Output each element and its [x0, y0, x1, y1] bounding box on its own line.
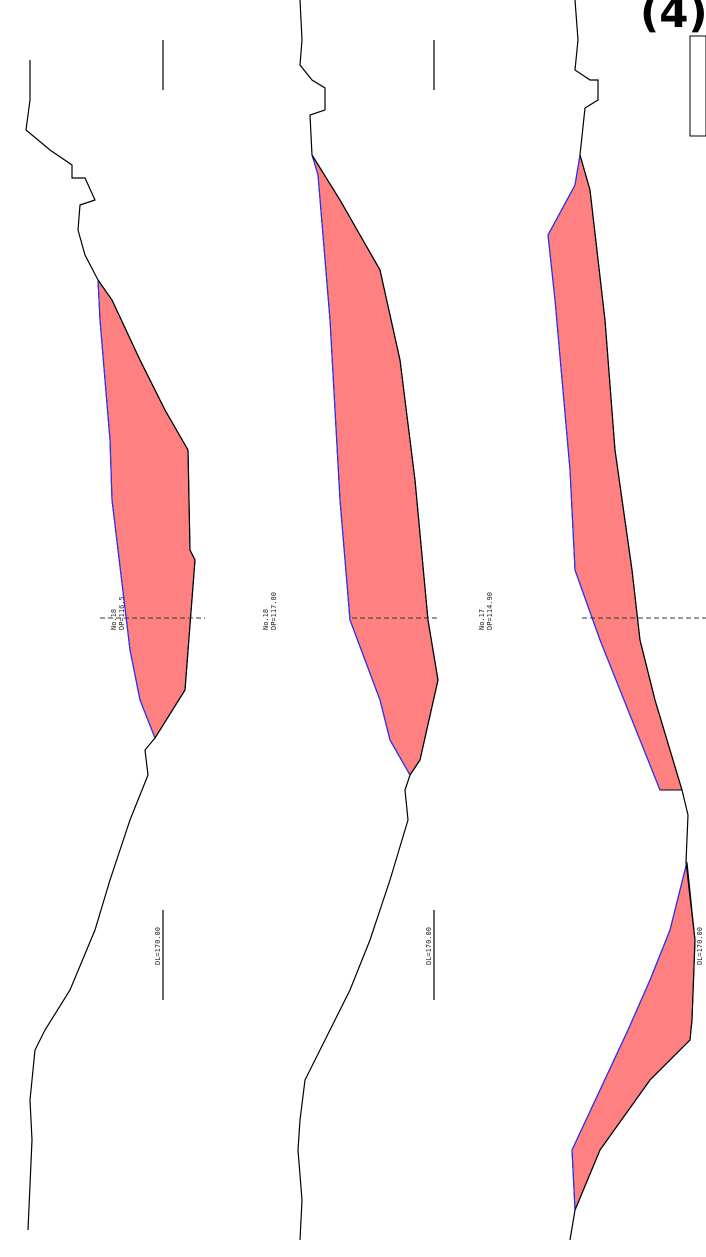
- cut-edge-3: [547, 154, 661, 791]
- cut-edge-4: [571, 861, 688, 1211]
- station-label-1: No.18: [110, 609, 118, 630]
- station-label-3: No.17: [478, 609, 486, 630]
- station-label-2: No.18: [262, 609, 270, 630]
- datum-label-3: DL=170.00: [696, 927, 704, 965]
- sheet-label: (4): [640, 0, 706, 37]
- cross-section-2: No.18 DP=117.80 DL=170.00: [262, 0, 440, 1241]
- cut-area-2: [311, 154, 439, 776]
- station-sub-label-1: DP=116.5: [118, 596, 126, 630]
- cut-area-3: [547, 154, 683, 791]
- cross-section-3: No.17 DP=114.90 DL=170.00: [478, 0, 706, 1241]
- ground-line-2: [297, 0, 439, 1241]
- cut-edge-1: [97, 279, 156, 739]
- cut-edge-2: [311, 154, 411, 776]
- ground-line-3: [569, 0, 696, 1241]
- station-sub-label-3: DP=114.90: [486, 592, 494, 630]
- title-block-edge: [689, 35, 706, 137]
- ground-line-1: [25, 60, 196, 1231]
- datum-label-2: DL=170.00: [425, 927, 433, 965]
- datum-label-1: DL=170.00: [154, 927, 162, 965]
- station-sub-label-2: DP=117.80: [270, 592, 278, 630]
- cut-area-4: [571, 861, 696, 1211]
- cross-section-1: No.18 DP=116.5 DL=170.00: [25, 40, 205, 1231]
